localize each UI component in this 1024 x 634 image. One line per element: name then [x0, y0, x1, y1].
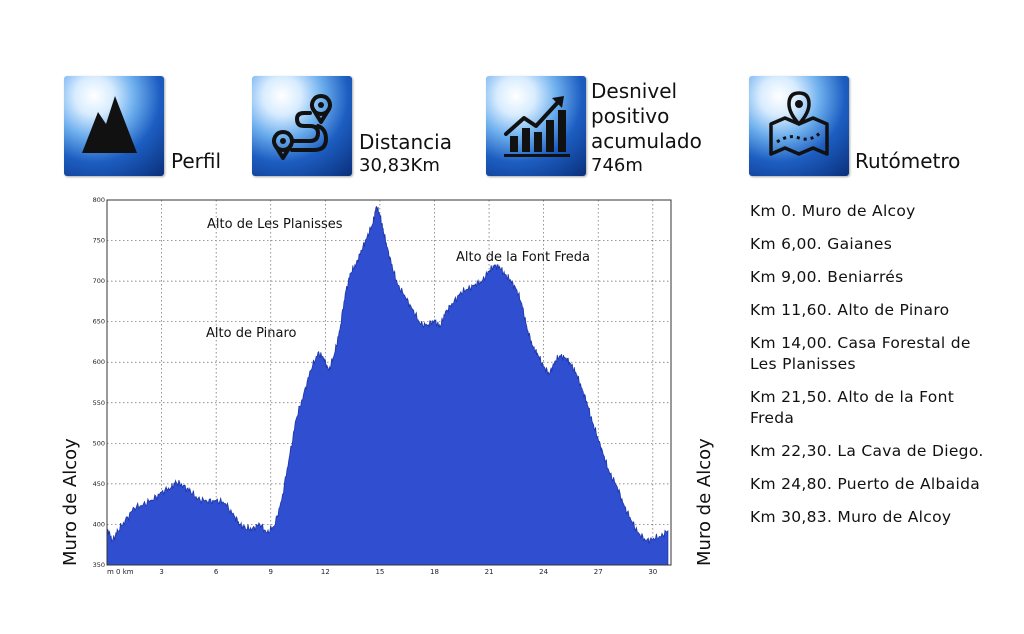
desnivel-label-1: Desnivel — [591, 79, 678, 103]
y-tick-label: 400 — [93, 520, 105, 528]
route-item: Km 22,30. La Cava de Diego. — [750, 442, 984, 460]
x-tick-label: 9 — [269, 568, 273, 576]
plot-frame — [106, 199, 672, 566]
annotation-alto-les-planisses: Alto de Les Planisses — [207, 217, 343, 232]
x-tick-label: 12 — [321, 568, 330, 576]
y-tick-label: 800 — [93, 196, 105, 204]
y-tick-label: 350 — [93, 561, 105, 569]
route-item: Km 0. Muro de Alcoy — [750, 202, 916, 220]
distancia-tile — [252, 76, 352, 176]
start-town-label: Muro de Alcoy — [60, 438, 81, 566]
x-tick-label: 3 — [159, 568, 163, 576]
route-item: Km 21,50. Alto de la Font Freda — [750, 388, 955, 427]
x-tick-label: 18 — [430, 568, 439, 576]
route-item: Km 24,80. Puerto de Albaida — [750, 475, 981, 493]
rutometro-label: Rutómetro — [855, 149, 961, 173]
route-item: Km 6,00. Gaianes — [750, 235, 893, 253]
desnivel-value: 746m — [591, 155, 643, 176]
route-list: Km 0. Muro de Alcoy Km 6,00. Gaianes Km 9,… — [750, 201, 990, 528]
map-pin-icon — [769, 91, 829, 156]
distancia-value: 30,83Km — [359, 155, 440, 176]
growth-chart-icon — [504, 96, 570, 157]
x-tick-label: 15 — [375, 568, 384, 576]
route-item: Km 11,60. Alto de Pinaro — [750, 301, 950, 319]
end-town-label: Muro de Alcoy — [694, 438, 715, 566]
x-tick-label: 30 — [648, 568, 657, 576]
annotation-alto-pinaro: Alto de Pinaro — [206, 326, 297, 341]
y-tick-label: 550 — [93, 399, 105, 407]
desnivel-label-2: positivo — [591, 104, 670, 128]
y-tick-label: 650 — [93, 318, 105, 326]
route-item: Km 30,83. Muro de Alcoy — [750, 508, 952, 526]
y-tick-label: 450 — [93, 480, 105, 488]
y-tick-label: 500 — [93, 439, 105, 447]
x-tick-label: 21 — [485, 568, 494, 576]
distancia-label: Distancia — [359, 130, 452, 154]
perfil-label: Perfil — [171, 149, 222, 173]
mountain-icon — [82, 96, 137, 153]
annotation-alto-font-freda: Alto de la Font Freda — [456, 250, 590, 265]
perfil-tile — [64, 76, 164, 176]
route-icon — [272, 94, 332, 160]
route-item: Km 9,00. Beniarrés — [750, 268, 904, 286]
rutometro-tile — [749, 76, 849, 176]
x-tick-label: 6 — [214, 568, 219, 576]
x-tick-label: 27 — [594, 568, 603, 576]
desnivel-tile — [486, 76, 586, 176]
y-tick-label: 700 — [93, 277, 105, 285]
y-tick-label: 600 — [93, 358, 105, 366]
elevation-area — [106, 205, 669, 566]
x-tick-label: 24 — [539, 568, 548, 576]
x-tick-label: m 0 km — [107, 568, 134, 576]
route-item: Km 14,00. Casa Forestal de Les Planisses — [750, 334, 971, 373]
elevation-profile-chart: 350 400 450 500 550 600 650 700 750 800 m 0 km 3 6 9… — [93, 196, 672, 576]
desnivel-label-3: acumulado — [591, 129, 702, 153]
y-tick-label: 750 — [93, 237, 105, 245]
